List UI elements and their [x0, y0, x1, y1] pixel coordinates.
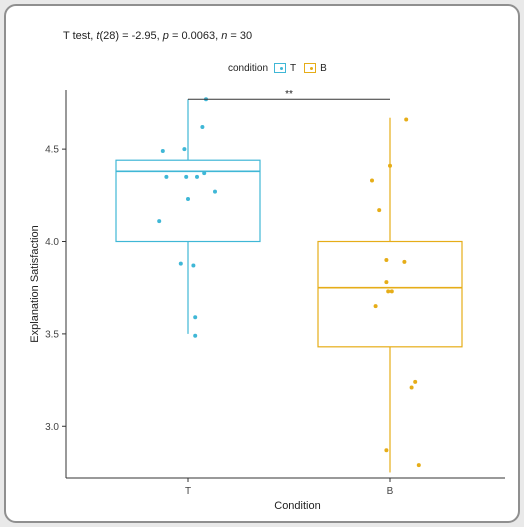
data-point [384, 448, 389, 453]
data-point [200, 124, 205, 129]
subtitle-t-symbol: t [96, 30, 100, 42]
subtitle-n-value: = 30 [227, 30, 253, 42]
box-iqr [115, 159, 261, 243]
x-tick-label: B [387, 486, 394, 497]
boxes [115, 99, 463, 473]
data-point [178, 261, 183, 266]
data-point [416, 463, 421, 468]
legend: condition T B [228, 60, 335, 76]
figure-card [4, 4, 520, 523]
y-tick-label: 3.0 [45, 422, 59, 433]
data-point [384, 257, 389, 262]
data-point [402, 259, 407, 264]
data-point [386, 289, 391, 294]
significance-bracket: ** [188, 89, 390, 100]
data-point [404, 117, 409, 122]
y-tick-label: 3.5 [45, 329, 59, 340]
data-point [184, 174, 189, 179]
data-point [388, 163, 392, 168]
subtitle-t-value: (28) = -2.95, [99, 30, 163, 42]
data-point [373, 304, 378, 309]
data-point [213, 189, 217, 194]
data-points [157, 97, 421, 468]
x-axis-title: Condition [274, 500, 320, 512]
data-point [409, 385, 414, 390]
legend-label-T: T [290, 62, 297, 74]
data-point [195, 174, 199, 179]
y-tick-label: 4.0 [45, 237, 59, 248]
box-T [115, 99, 261, 334]
data-point [384, 280, 389, 285]
data-point [202, 171, 207, 176]
data-point [191, 263, 196, 268]
data-point [413, 379, 418, 384]
data-point [193, 333, 198, 338]
subtitle-prefix: T test, [63, 30, 97, 42]
legend-key-T [274, 63, 287, 73]
data-point [193, 315, 198, 320]
subtitle-p-symbol: p [162, 30, 169, 42]
data-point [377, 208, 382, 213]
subtitle-n-symbol: n [221, 30, 228, 42]
data-point [157, 219, 162, 224]
data-point [182, 147, 187, 152]
data-point [389, 289, 394, 294]
y-axis: 3.0 3.5 4.0 4.5 [45, 90, 67, 478]
data-point [164, 174, 169, 179]
data-point [186, 197, 190, 202]
box-iqr [317, 240, 463, 348]
legend-label-B: B [320, 62, 327, 74]
data-point [370, 178, 374, 183]
significance-label: ** [285, 89, 293, 100]
chart-subtitle: T test, t(28) = -2.95, p = 0.0063, n = 3… [63, 30, 252, 42]
data-point [160, 148, 165, 153]
y-tick-label: 4.5 [45, 145, 59, 156]
box-B [317, 117, 463, 473]
legend-title: condition [228, 62, 269, 74]
y-axis-title: Explanation Satisfaction [29, 225, 41, 342]
x-tick-label: T [185, 486, 191, 497]
legend-key-B [304, 63, 317, 73]
subtitle-p-value: = 0.0063, [168, 30, 222, 42]
